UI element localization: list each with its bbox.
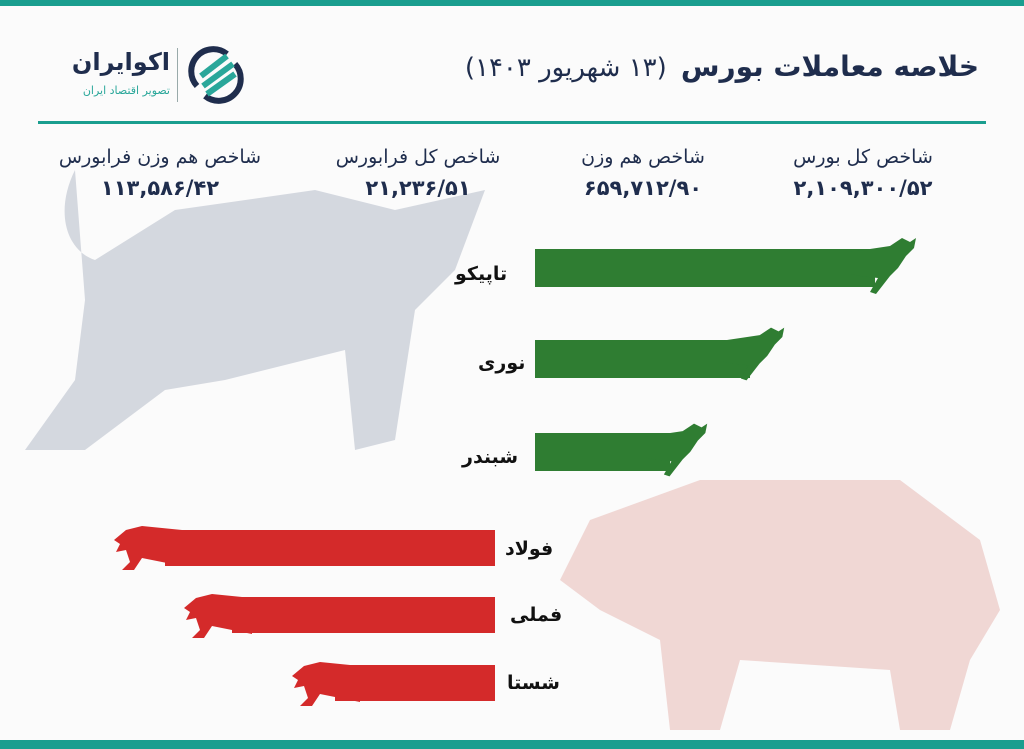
index-label: شاخص هم وزن (581, 146, 705, 168)
bull-icon (850, 238, 916, 294)
index-total-bourse: شاخص کل بورس ۲,۱۰۹,۳۰۰/۵۲ (748, 146, 978, 200)
gainer-label: تاپیکو (455, 263, 508, 285)
index-total-farabourse: شاخص کل فرابورس ۲۱,۲۳۶/۵۱ (303, 146, 533, 200)
gainer-label: نوری (478, 352, 526, 374)
gainer-bar (535, 249, 875, 287)
bear-icon (114, 526, 182, 570)
gainer-label: شبندر (462, 446, 519, 468)
bull-icon (645, 423, 708, 477)
loser-label: شستا (507, 672, 560, 694)
bull-background-image (25, 170, 485, 450)
title-date: (۱۳ شهریور ۱۴۰۳) (464, 53, 667, 83)
title-text: خلاصه معاملات بورس (680, 50, 979, 83)
index-label: شاخص هم وزن فرابورس (58, 146, 262, 168)
index-value: ۲,۱۰۹,۳۰۰/۵۲ (793, 176, 933, 200)
loser-bar (232, 597, 495, 633)
logo-name: اکوایران (71, 48, 170, 76)
gainer-bar (535, 340, 750, 378)
logo-tagline: تصویر اقتصاد ایران (82, 84, 170, 97)
bear-background-image (560, 480, 1000, 730)
logo-separator (177, 48, 178, 102)
header-divider (38, 121, 986, 124)
loser-bar (165, 530, 495, 566)
index-equal-weight-farabourse: شاخص هم وزن فرابورس ۱۱۳,۵۸۶/۴۲ (45, 146, 275, 200)
logo-mark-icon (188, 46, 244, 104)
logo: اکوایران تصویر اقتصاد ایران (52, 44, 252, 106)
index-value: ۱۱۳,۵۸۶/۴۲ (100, 176, 220, 200)
index-label: شاخص کل فرابورس (335, 146, 501, 168)
index-value: ۲۱,۲۳۶/۵۱ (365, 176, 471, 200)
loser-label: فولاد (505, 538, 554, 560)
index-value: ۶۵۹,۷۱۲/۹۰ (583, 176, 703, 200)
bear-icon (292, 662, 360, 706)
page-title: خلاصه معاملات بورس (۱۳ شهریور ۱۴۰۳) (465, 50, 979, 83)
bull-icon (722, 327, 785, 381)
bottom-border (0, 740, 1024, 749)
index-label: شاخص کل بورس (793, 146, 933, 168)
bear-icon (184, 594, 252, 638)
loser-bar (335, 665, 495, 701)
index-equal-weight: شاخص هم وزن ۶۵۹,۷۱۲/۹۰ (528, 146, 758, 200)
loser-label: فملی (510, 604, 563, 626)
top-border (0, 0, 1024, 6)
